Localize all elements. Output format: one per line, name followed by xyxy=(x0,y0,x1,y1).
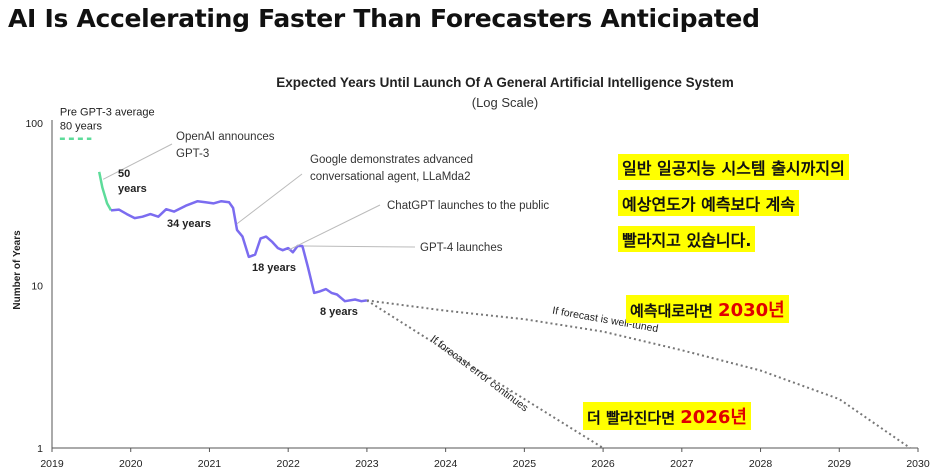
chart-title: Expected Years Until Launch Of A General… xyxy=(276,75,733,90)
annotation-lamda-1: conversational agent, LLaMda2 xyxy=(310,171,470,183)
well-tuned-note: 예측대로라면 2030년 xyxy=(626,295,789,327)
chart-subtitle: (Log Scale) xyxy=(472,95,538,110)
error-note: 더 빨라진다면 2026년 xyxy=(583,402,751,434)
y-tick-label: 100 xyxy=(25,118,43,130)
value-label-8: 8 years xyxy=(320,306,358,318)
axes: 2019 2020 2021 2022 2023 2024 2025 2026 2027 2028… xyxy=(25,118,929,470)
headline: AI Is Accelerating Faster Than Forecaste… xyxy=(8,4,760,33)
main-note: 일반 일공지능 시스템 출시까지의 예상연도가 예측보다 계속 빨라지고 있습니… xyxy=(618,154,849,256)
x-tick-label: 2025 xyxy=(513,458,537,470)
x-tick-label: 2029 xyxy=(828,458,852,470)
value-label-50-b: years xyxy=(118,183,147,195)
x-tick-label: 2024 xyxy=(434,458,458,470)
pre-gpt3-label-1: Pre GPT-3 average xyxy=(60,107,155,119)
callout-line-chatgpt xyxy=(287,204,381,251)
forecast-error-label: If forecast error continues xyxy=(428,333,530,414)
well-tuned-year: 2030년 xyxy=(718,300,785,321)
main-note-line-2: 예상연도가 예측보다 계속 xyxy=(618,190,800,216)
annotation-gpt3-0: OpenAI announces xyxy=(176,131,275,143)
x-tick-label: 2027 xyxy=(670,458,694,470)
x-tick-label: 2023 xyxy=(355,458,379,470)
callout-line-lamda xyxy=(236,173,303,225)
y-tick-label: 1 xyxy=(37,443,43,455)
main-note-line-3: 빨라지고 있습니다. xyxy=(618,226,756,252)
x-tick-label: 2026 xyxy=(591,458,615,470)
lines xyxy=(59,137,911,449)
community-forecast-line xyxy=(110,199,368,303)
forecast-line-well-tuned xyxy=(366,299,911,449)
y-tick-label: 10 xyxy=(31,281,43,293)
value-label-18: 18 years xyxy=(252,262,296,274)
value-label-50-a: 50 xyxy=(118,168,130,180)
annotation-gpt4-0: GPT-4 launches xyxy=(420,242,503,254)
x-tick-label: 2022 xyxy=(277,458,301,470)
green-series-line xyxy=(97,171,113,212)
x-tick-label: 2030 xyxy=(906,458,930,470)
annotation-chatgpt-0: ChatGPT launches to the public xyxy=(387,200,549,212)
error-year: 2026년 xyxy=(680,407,747,428)
annotation-gpt3-1: GPT-3 xyxy=(176,148,209,160)
x-tick-label: 2021 xyxy=(198,458,222,470)
callout-line-gpt4 xyxy=(303,245,416,248)
callout-line-gpt3 xyxy=(102,143,173,180)
value-label-34: 34 years xyxy=(167,218,211,230)
y-axis-label: Number of Years xyxy=(12,230,23,310)
forecast-line-error xyxy=(366,299,604,449)
pre-gpt3-label-2: 80 years xyxy=(60,121,103,133)
x-tick-label: 2028 xyxy=(749,458,773,470)
x-tick-label: 2019 xyxy=(40,458,64,470)
main-note-line-1: 일반 일공지능 시스템 출시까지의 xyxy=(618,154,849,180)
well-tuned-prefix: 예측대로라면 xyxy=(630,302,713,320)
annotation-lamda-0: Google demonstrates advanced xyxy=(310,154,473,166)
error-prefix: 더 빨라진다면 xyxy=(587,409,676,427)
x-tick-label: 2020 xyxy=(119,458,143,470)
